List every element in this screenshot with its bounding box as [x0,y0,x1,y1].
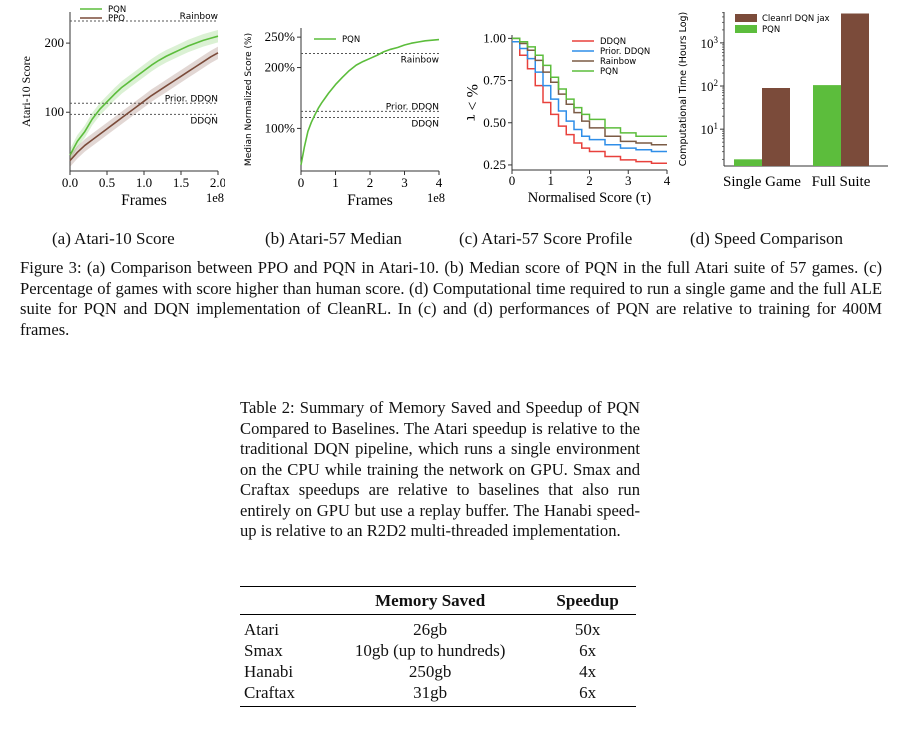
series-band [70,29,218,162]
y-tick-label: 200% [265,60,296,75]
table-cell: Hanabi [244,662,294,681]
x-tick-label: 0.0 [62,175,78,190]
legend-swatch [735,25,757,33]
chart-atari10-score: 0.0 0.5 1.0 1.5 2.0 100 200 Rainbow Prior. DDQN D… [19,5,225,209]
table-header-cell: Speedup [556,591,619,610]
reference-label: Rainbow [401,56,439,66]
legend-label: PQN [600,67,618,77]
x-tick-label: 0 [298,175,305,190]
y-tick-label: 1.00 [483,30,506,45]
series-line [512,37,667,137]
y-tick-label: 0.75 [483,73,506,88]
legend-label: PQN [342,35,360,45]
series-line [512,41,667,153]
legend-label: Cleanrl DQN jax [762,14,830,24]
figure-caption: Figure 3: (a) Comparison between PPO and… [20,258,882,339]
table-cell: 4x [579,662,597,681]
series-line [69,52,219,162]
bar [813,85,841,166]
x-tick-label: 2 [367,175,374,190]
table-row: Hanabi 250gb 4x [240,661,636,682]
legend-label: DDQN [600,37,626,47]
legend-label: PQN [108,5,126,15]
y-tick-label: 103 [701,35,719,51]
y-tick-label: 100% [265,120,296,135]
results-table: Memory Saved Speedup Atari 26gb 50x Smax… [240,586,636,707]
x-tick-label: 2 [586,173,593,188]
legend-label: PPO [108,14,125,24]
table-cell: 10gb (up to hundreds) [354,641,506,660]
series-line [69,35,219,156]
table-cell: 31gb [413,683,448,702]
y-tick-label: 0.25 [483,157,506,172]
x-tick-label: 0 [509,173,516,188]
y-axis-label: Atari-10 Score [19,56,33,127]
x-multiplier-label: 1e8 [427,191,445,205]
x-axis-label: Frames [121,192,167,209]
table-row: Craftax 31gb 6x [240,682,636,707]
x-axis-label: Normalised Score (τ) [528,190,652,206]
x-axis-label: Frames [347,192,393,209]
x-tick-label: 2.0 [210,175,225,190]
x-tick-label: 4 [664,173,671,188]
series-line [512,41,667,164]
subcaption-c: (c) Atari-57 Score Profile [459,229,633,248]
series-line [300,38,440,166]
table-cell: 250gb [408,662,452,681]
table-row: Smax 10gb (up to hundreds) 6x [240,640,636,661]
table-cell: 26gb [413,620,448,639]
table-cell: 6x [579,683,597,702]
bar [762,88,790,166]
table-cell: 50x [574,620,601,639]
x-tick-label: 4 [436,175,443,190]
table-cell: Craftax [244,683,295,702]
x-tick-label: Single Game [723,174,801,190]
series-line [512,37,667,146]
bar [841,13,869,167]
table-caption: Table 2: Summary of Memory Saved and Spe… [240,398,640,540]
reference-label: DDQN [190,116,218,126]
reference-label: Rainbow [180,12,218,22]
x-multiplier-label: 1e8 [206,191,224,205]
table-row: Atari 26gb 50x [240,614,636,641]
subcaption-d: (d) Speed Comparison [690,229,843,248]
y-tick-label: 0.50 [483,115,506,130]
y-axis-label: % > τ [463,84,480,121]
y-tick-label: 250% [265,29,296,44]
legend-label: Prior. DDQN [600,47,650,57]
legend-swatch [735,14,757,22]
y-tick-label: 102 [701,78,719,94]
chart-atari57-median: 0 1 2 3 4 100% 200% 250% Rainbow Prior. DDQN DDQN P… [244,28,445,209]
x-tick-label: Full Suite [812,174,871,190]
x-tick-label: 1.5 [173,175,189,190]
bar [734,159,762,166]
table-header-cell [240,587,321,615]
y-tick-label: 100 [45,104,65,119]
legend-label: PQN [762,25,780,35]
x-tick-label: 1 [548,173,555,188]
x-tick-label: 0.5 [99,175,115,190]
table-cell: Smax [244,641,283,660]
x-tick-label: 3 [401,175,408,190]
x-tick-label: 1 [332,175,339,190]
subcaption-a: (a) Atari-10 Score [52,229,175,248]
reference-label: DDQN [411,119,439,129]
y-axis-label: Median Normalized Score (%) [244,33,254,166]
table-cell: 6x [579,641,597,660]
x-tick-label: 3 [625,173,632,188]
table-cell: Atari [244,620,279,639]
table-header-row: Memory Saved Speedup [240,586,636,615]
legend-label: Rainbow [600,57,636,67]
table-header-cell: Memory Saved [375,591,486,610]
reference-label: Prior. DDQN [386,102,439,112]
x-tick-label: 1.0 [136,175,152,190]
y-tick-label: 200 [45,35,65,50]
y-axis-label: Computational Time (Hours Log) [678,12,689,166]
chart-speed-comparison: 101 102 103 Single Game Full Suite Cleanrl DQ… [678,12,888,190]
subcaption-b: (b) Atari-57 Median [265,229,402,248]
reference-label: Prior. DDQN [165,94,218,104]
y-tick-label: 101 [701,121,719,137]
